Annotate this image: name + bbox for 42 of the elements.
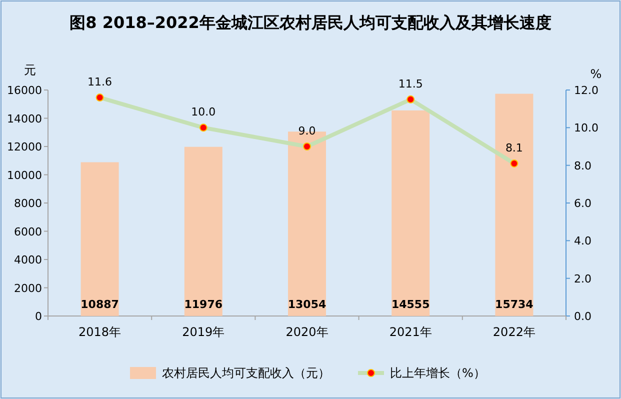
y-tick-label: 16000 bbox=[7, 84, 42, 97]
data-label: 11.5 bbox=[398, 77, 423, 90]
y-axis-title: 元 bbox=[24, 63, 36, 77]
data-label: 11976 bbox=[184, 298, 223, 311]
y-tick-label: 0 bbox=[35, 310, 42, 323]
legend-item: 比上年增长（%） bbox=[358, 366, 486, 380]
y2-tick-label: 12.0 bbox=[574, 84, 598, 97]
y-tick-label: 4000 bbox=[14, 254, 42, 266]
data-label: 10.0 bbox=[191, 106, 216, 119]
legend-item: 农村居民人均可支配收入（元） bbox=[130, 366, 330, 380]
data-label: 10887 bbox=[80, 298, 119, 311]
chart-title: 图8 2018–2022年金城江区农村居民人均可支配收入及其增长速度 bbox=[70, 13, 552, 32]
y-tick-label: 14000 bbox=[7, 112, 42, 126]
x-tick-label: 2019年 bbox=[182, 325, 225, 339]
y2-tick-label: 10.0 bbox=[574, 122, 598, 135]
y2-tick-label: 8.0 bbox=[574, 159, 592, 172]
data-label: 9.0 bbox=[298, 124, 316, 138]
y2-tick-label: 2.0 bbox=[574, 272, 592, 286]
y-tick-label: 2000 bbox=[14, 282, 42, 295]
x-tick-label: 2020年 bbox=[286, 325, 328, 339]
y-tick-label: 10000 bbox=[7, 168, 42, 182]
data-label: 15734 bbox=[495, 298, 534, 311]
bar bbox=[392, 110, 430, 316]
bar bbox=[80, 162, 119, 316]
x-tick-label: 2021年 bbox=[389, 325, 432, 339]
legend-label: 比上年增长（%） bbox=[390, 366, 486, 380]
bar bbox=[495, 94, 534, 316]
bar bbox=[184, 146, 222, 316]
y2-axis-title: % bbox=[590, 67, 602, 81]
y-tick-label: 6000 bbox=[14, 225, 42, 238]
y2-tick-label: 4.0 bbox=[574, 234, 592, 248]
data-label: 13054 bbox=[288, 298, 326, 311]
data-label: 11.6 bbox=[88, 76, 112, 89]
data-label: 8.1 bbox=[505, 141, 523, 154]
y-tick-label: 12000 bbox=[7, 140, 42, 154]
y2-tick-label: 6.0 bbox=[574, 197, 592, 210]
y2-tick-label: 0.0 bbox=[574, 310, 592, 323]
data-label: 14555 bbox=[391, 298, 430, 311]
x-tick-label: 2018年 bbox=[78, 325, 122, 339]
legend-label: 农村居民人均可支配收入（元） bbox=[162, 366, 330, 380]
y-tick-label: 8000 bbox=[14, 197, 42, 210]
x-tick-label: 2022年 bbox=[492, 325, 536, 339]
